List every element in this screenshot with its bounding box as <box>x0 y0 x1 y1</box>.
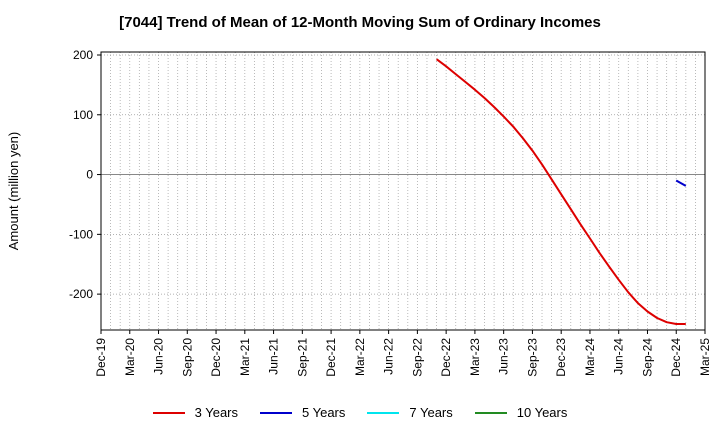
x-tick-label: Dec-21 <box>324 338 338 377</box>
legend: 3 Years 5 Years 7 Years 10 Years <box>0 405 720 420</box>
y-axis-title: Amount (million yen) <box>6 132 21 251</box>
legend-swatch <box>152 411 185 414</box>
legend-item: 10 Years <box>474 405 568 420</box>
x-tick-label: Mar-21 <box>238 338 252 376</box>
x-tick-label: Dec-20 <box>209 338 223 377</box>
x-tick-label: Sep-22 <box>410 338 424 377</box>
plot-frame <box>100 51 706 331</box>
y-tick-label: -200 <box>69 287 93 301</box>
y-tick-label: -100 <box>69 227 93 241</box>
legend-label: 3 Years <box>194 405 238 420</box>
legend-swatch <box>260 411 292 414</box>
y-tick-label: 0 <box>86 168 93 182</box>
y-tick-label: 100 <box>73 108 93 122</box>
legend-label: 7 Years <box>409 405 453 420</box>
legend-swatch <box>474 411 507 414</box>
x-tick-label: Dec-19 <box>94 338 108 377</box>
x-tick-label: Sep-20 <box>180 338 194 377</box>
x-tick-label: Jun-20 <box>152 338 166 375</box>
x-tick-label: Jun-21 <box>267 338 281 375</box>
legend-label: 5 Years <box>302 405 346 420</box>
chart-title: [7044] Trend of Mean of 12-Month Moving … <box>119 14 601 31</box>
legend-item: 3 Years <box>152 405 238 420</box>
x-tick-label: Mar-25 <box>698 338 712 376</box>
legend-item: 5 Years <box>260 405 345 420</box>
x-tick-label: Sep-24 <box>640 338 654 377</box>
x-tick-label: Sep-21 <box>295 338 309 377</box>
x-tick-label: Mar-22 <box>353 338 367 376</box>
x-tick-label: Mar-20 <box>123 338 137 376</box>
series-line-5-years <box>675 179 687 187</box>
x-tick-label: Dec-22 <box>439 338 453 377</box>
x-tick-label: Mar-23 <box>468 338 482 376</box>
x-tick-label: Jun-22 <box>382 338 396 375</box>
legend-swatch <box>367 411 400 414</box>
x-tick-label: Dec-24 <box>669 338 683 377</box>
y-tick-label: 200 <box>73 48 93 62</box>
series-line-3-years <box>436 58 686 325</box>
x-tick-label: Dec-23 <box>554 338 568 377</box>
legend-label: 10 Years <box>516 405 568 420</box>
legend-item: 7 Years <box>367 405 453 420</box>
x-tick-label: Mar-24 <box>583 338 597 376</box>
x-tick-label: Jun-23 <box>497 338 511 375</box>
x-tick-label: Sep-23 <box>525 338 539 377</box>
x-tick-label: Jun-24 <box>612 338 626 375</box>
